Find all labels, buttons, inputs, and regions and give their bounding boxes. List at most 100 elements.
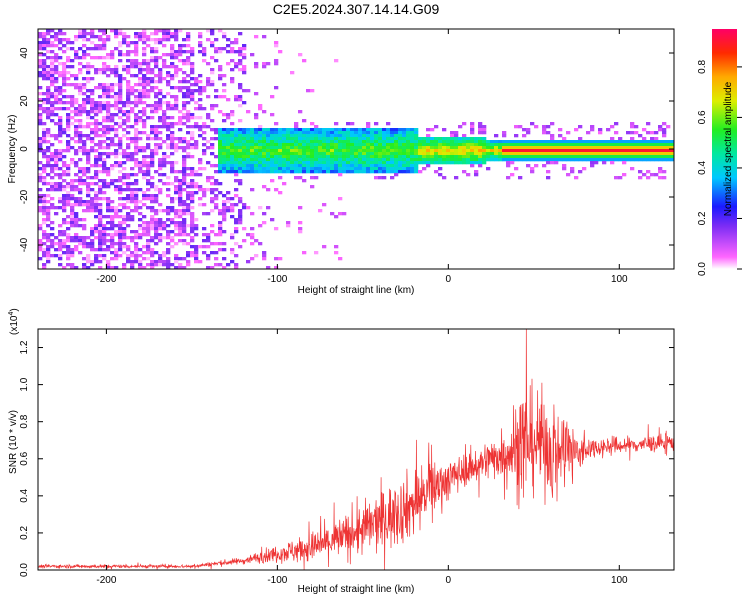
spectrogram-cell [666, 125, 671, 129]
spectrogram-cell [82, 92, 87, 96]
spectrogram-cell [362, 158, 367, 162]
spectrogram-cell [250, 161, 255, 165]
spectrogram-cell [210, 197, 215, 201]
spectrogram-cell [186, 89, 191, 93]
spectrogram-cell [186, 74, 191, 78]
spectrogram-cell [38, 62, 43, 66]
spectrogram-cell [382, 140, 387, 144]
spectrogram-cell [182, 71, 187, 75]
spectrogram-cell [222, 212, 227, 216]
spectrogram-cell [274, 266, 279, 269]
spectrogram-cell [410, 149, 415, 153]
spectrogram-cell [214, 104, 219, 108]
spectrogram-cell [634, 131, 639, 135]
spectrogram-cell [222, 146, 227, 150]
spectrogram-cell [42, 170, 47, 174]
spectrogram-cell [558, 152, 563, 156]
spectrogram-cell [114, 155, 119, 159]
spectrogram-cell [342, 143, 347, 147]
spectrogram-cell [126, 98, 131, 102]
spectrogram-cell [170, 221, 175, 225]
spectrogram-cell [170, 218, 175, 222]
spectrogram-cell [398, 137, 403, 141]
spectrogram-cell [54, 164, 59, 168]
spectrogram-cell [306, 158, 311, 162]
spectrogram-cell [146, 224, 151, 228]
spectrogram-cell [38, 53, 43, 57]
spectrogram-cell [426, 164, 431, 168]
spectrogram-cell [422, 152, 427, 156]
spectrogram-cell [226, 149, 231, 153]
spectrogram-cell [506, 176, 511, 180]
spectrogram-cell [326, 164, 331, 168]
spectrogram-cell [94, 113, 99, 117]
spectrogram-cell [158, 104, 163, 108]
spectrogram-cell [182, 242, 187, 246]
spectrogram-cell [94, 209, 99, 213]
spectrogram-cell [634, 146, 639, 150]
spectrogram-cell [550, 137, 555, 141]
spectrogram-cell [366, 167, 371, 171]
spectrogram-cell [118, 203, 123, 207]
spectrogram-cell [94, 44, 99, 48]
spectrogram-cell [554, 146, 559, 150]
spectrogram-cell [282, 149, 287, 153]
spectrogram-cell [146, 44, 151, 48]
spectrogram-cell [662, 149, 667, 153]
spectrogram-cell [74, 212, 79, 216]
spectrogram-y-tick-label: 0 [19, 146, 30, 152]
spectrogram-cell [214, 194, 219, 198]
spectrogram-cell [430, 146, 435, 150]
spectrogram-cell [58, 245, 63, 249]
spectrogram-cell [174, 38, 179, 42]
spectrogram-cell [250, 155, 255, 159]
spectrogram-cell [198, 203, 203, 207]
spectrogram-cell [106, 92, 111, 96]
spectrogram-cell [282, 170, 287, 174]
spectrogram-cell [242, 206, 247, 210]
spectrogram-cell [74, 35, 79, 39]
spectrogram-cell [238, 50, 243, 54]
spectrogram-cell [634, 143, 639, 147]
spectrogram-cell [154, 50, 159, 54]
spectrogram-cell [330, 164, 335, 168]
spectrogram-cell [330, 143, 335, 147]
spectrogram-cell [146, 80, 151, 84]
spectrogram-cell [314, 161, 319, 165]
spectrogram-cell [658, 170, 663, 174]
spectrogram-cell [474, 158, 479, 162]
spectrogram-cell [322, 155, 327, 159]
spectrogram-cell [470, 122, 475, 126]
spectrogram-cell [150, 206, 155, 210]
spectrogram-cell [498, 146, 503, 150]
spectrogram-cell [286, 140, 291, 144]
spectrogram-cell [398, 140, 403, 144]
spectrogram-cell [66, 149, 71, 153]
spectrogram-cell [218, 182, 223, 186]
spectrogram-cell [226, 44, 231, 48]
spectrogram-cell [118, 101, 123, 105]
colorbar-gradient [712, 29, 737, 269]
spectrogram-cell [242, 149, 247, 153]
spectrogram-cell [110, 140, 115, 144]
spectrogram-cell [390, 152, 395, 156]
spectrogram-cell [126, 236, 131, 240]
spectrogram-cell [258, 125, 263, 129]
spectrogram-cell [38, 161, 43, 165]
spectrogram-cell [298, 143, 303, 147]
spectrogram-cell [230, 134, 235, 138]
spectrogram-cell [102, 89, 107, 93]
spectrogram-cell [658, 140, 663, 144]
spectrogram-cell [338, 143, 343, 147]
spectrogram-cell [346, 158, 351, 162]
spectrogram-cell [550, 161, 555, 165]
spectrogram-cell [138, 32, 143, 36]
spectrogram-cell [46, 188, 51, 192]
spectrogram-cell [198, 74, 203, 78]
spectrogram-cell [622, 158, 627, 162]
spectrogram-cell [186, 38, 191, 42]
spectrogram-cell [198, 89, 203, 93]
spectrogram-cell [298, 155, 303, 159]
spectrogram-cell [274, 149, 279, 153]
spectrogram-cell [534, 125, 539, 129]
